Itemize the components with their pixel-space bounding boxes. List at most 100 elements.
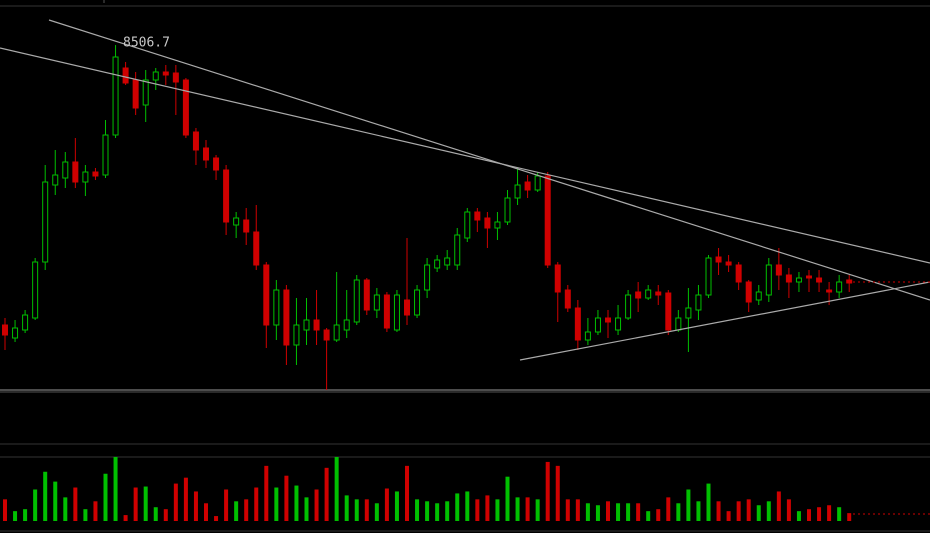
volume-bar <box>616 503 621 521</box>
volume-bar <box>585 503 590 521</box>
volume-bar <box>294 485 299 521</box>
candle-body <box>293 324 300 346</box>
candle-body <box>233 217 240 226</box>
volume-bar <box>204 503 208 521</box>
volume-bar <box>193 491 198 521</box>
volume-bar <box>656 509 661 521</box>
volume-bar <box>163 509 168 521</box>
candle-body <box>353 279 360 323</box>
candle-body <box>514 184 521 199</box>
candle-body <box>554 264 561 293</box>
volume-bar <box>394 491 399 521</box>
volume-bar <box>214 516 219 521</box>
volume-bar <box>133 487 138 521</box>
candle-body <box>645 289 652 299</box>
candle-body <box>323 329 330 341</box>
volume-bar <box>415 499 420 521</box>
candle-body <box>32 261 39 319</box>
volume-bar <box>153 507 158 521</box>
candle-body <box>223 169 230 223</box>
volume-bar <box>535 499 540 521</box>
candle-body <box>665 292 672 331</box>
volume-bar <box>43 471 48 521</box>
candle-body <box>605 317 611 323</box>
candle-body <box>2 324 8 336</box>
volume-bar <box>405 465 409 521</box>
volume-bar <box>505 476 510 521</box>
candle-body <box>655 291 662 296</box>
volume-bar <box>676 503 681 521</box>
volume-bar <box>817 507 822 521</box>
volume-bar <box>425 501 430 521</box>
volume-bar <box>716 501 721 521</box>
volume-bar <box>13 511 18 521</box>
volume-bar <box>173 483 178 521</box>
volume-bar <box>3 499 7 521</box>
candle-body <box>112 56 119 136</box>
candle-body <box>162 71 169 76</box>
candle-body <box>685 307 692 319</box>
candle-body <box>615 317 622 331</box>
candle-body <box>263 264 270 326</box>
candle-body <box>735 264 742 283</box>
volume-bar <box>455 493 460 521</box>
candle-body <box>393 294 400 331</box>
candle-body <box>695 294 702 311</box>
volume-bar <box>595 505 600 521</box>
volume-bar <box>475 499 480 521</box>
volume-bar <box>224 489 229 521</box>
candle-body <box>142 79 149 106</box>
trend-line <box>519 281 930 361</box>
candle-body <box>303 319 310 331</box>
candle-body <box>192 131 199 151</box>
candle-body <box>62 161 69 179</box>
volume-bar <box>324 467 329 521</box>
candle-body <box>504 197 511 223</box>
volume-bar <box>837 507 842 521</box>
volume-bar <box>465 491 470 521</box>
candle-body <box>484 217 491 229</box>
volume-bar <box>626 503 631 521</box>
volume-bar <box>847 513 852 521</box>
candle-body <box>12 327 19 339</box>
volume-bar <box>827 505 832 521</box>
trend-line <box>48 19 930 301</box>
volume-bar <box>143 486 148 521</box>
volume-bar <box>93 501 98 521</box>
candle-body <box>795 277 802 283</box>
volume-bar <box>254 487 259 521</box>
volume-bar <box>244 499 249 521</box>
candle-body <box>775 264 782 276</box>
volume-bar <box>746 499 751 521</box>
candle-body <box>102 134 109 176</box>
candle-body <box>755 291 762 301</box>
volume-bar <box>786 499 791 521</box>
volume-bar <box>73 487 78 521</box>
candle-body <box>82 171 89 183</box>
volume-bar <box>63 497 68 521</box>
candle-body <box>574 307 581 341</box>
volume-bar <box>274 487 279 521</box>
candle-body <box>343 319 350 331</box>
candle-body <box>22 314 29 331</box>
candle-body <box>705 257 712 296</box>
candle-body <box>404 299 410 316</box>
volume-bar <box>646 511 651 521</box>
volume-bar <box>766 501 771 521</box>
candle-body <box>122 67 129 84</box>
volume-bar <box>565 499 570 521</box>
volume-bar <box>686 489 691 521</box>
volume-bar <box>666 497 671 521</box>
candle-body <box>424 264 431 291</box>
volume-bar <box>53 481 58 521</box>
volume-bar <box>364 499 369 521</box>
volume-bar <box>314 489 319 521</box>
candle-body <box>414 289 421 316</box>
volume-bar <box>495 499 500 521</box>
candle-body <box>434 259 441 269</box>
high-label: 8506.7 <box>123 36 170 51</box>
candle-body <box>625 294 632 319</box>
candle-body <box>715 256 722 263</box>
candle-body <box>464 211 471 239</box>
